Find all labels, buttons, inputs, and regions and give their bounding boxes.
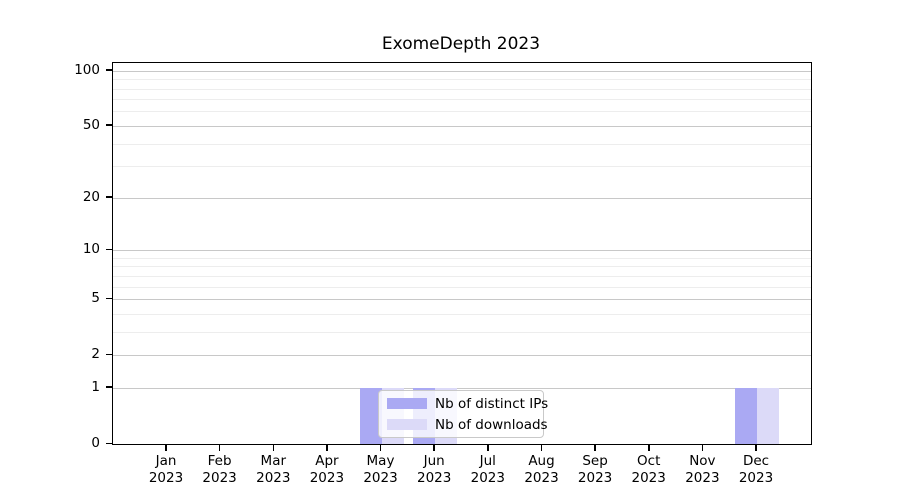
gridline-major [113, 355, 811, 357]
y-tick-label: 0 [91, 435, 100, 451]
y-tick-mark [106, 353, 112, 356]
gridline-minor [113, 275, 811, 277]
y-tick-label: 10 [82, 241, 100, 257]
bar-may-distinct-ips [359, 387, 382, 444]
gridline-minor [113, 88, 811, 90]
x-tick-label-jun: Jun 2023 [417, 453, 452, 486]
x-tick-mark [165, 444, 167, 451]
gridline-major [113, 250, 811, 251]
x-tick-mark [648, 444, 650, 451]
x-tick-label-may: May 2023 [363, 453, 398, 486]
y-tick-label: 5 [91, 290, 100, 306]
y-tick-label: 2 [91, 346, 100, 363]
legend-label-distinct-ips: Nb of distinct IPs [435, 395, 549, 412]
bar-dec-distinct-ips [735, 387, 757, 444]
x-tick-label-jan: Jan 2023 [148, 453, 184, 486]
x-tick-mark [326, 444, 328, 451]
x-tick-label-aug: Aug 2023 [524, 453, 559, 486]
x-tick-mark [701, 444, 704, 451]
y-tick-mark [106, 297, 112, 299]
x-tick-label-dec: Dec 2023 [738, 453, 774, 486]
y-tick-mark [106, 196, 112, 198]
x-tick-mark [379, 444, 382, 451]
gridline-minor [113, 286, 811, 288]
y-tick-label: 100 [74, 61, 100, 78]
x-tick-mark [594, 444, 596, 451]
y-tick-label: 1 [91, 378, 100, 395]
x-tick-label-mar: Mar 2023 [256, 453, 291, 486]
gridline-minor [113, 166, 811, 168]
x-tick-mark [433, 444, 435, 451]
gridline-major [113, 70, 811, 72]
gridline-minor [113, 331, 811, 333]
gridline-minor [113, 257, 811, 259]
x-tick-label-apr: Apr 2023 [309, 453, 345, 486]
chart-title: ExomeDepth 2023 [381, 34, 541, 54]
legend-swatch-downloads [387, 419, 427, 430]
x-tick-label-feb: Feb 2023 [202, 453, 237, 486]
legend-label-downloads: Nb of downloads [435, 416, 548, 433]
legend-swatch-distinct-ips [387, 398, 427, 409]
gridline-major [113, 299, 811, 300]
x-tick-label-oct: Oct 2023 [631, 453, 666, 486]
gridline-minor [113, 143, 811, 145]
x-tick-label-nov: Nov 2023 [685, 453, 720, 486]
y-tick-mark [106, 124, 112, 126]
legend-item-distinct-ips: Nb of distinct IPs [387, 396, 548, 412]
gridline-minor [113, 313, 811, 315]
gridline-major [113, 125, 811, 127]
x-tick-mark [487, 444, 489, 451]
bar-dec-downloads [757, 387, 779, 444]
gridline-minor [113, 99, 811, 101]
legend-item-downloads: Nb of downloads [387, 417, 548, 433]
y-tick-mark [106, 248, 112, 250]
legend: Nb of distinct IPs Nb of downloads [378, 390, 548, 438]
x-tick-mark [218, 444, 221, 451]
y-tick-mark [106, 386, 112, 388]
gridline-major [113, 197, 811, 199]
x-tick-label-sep: Sep 2023 [577, 453, 613, 486]
gridline-major [113, 387, 811, 389]
x-tick-mark [272, 444, 274, 451]
y-tick-label: 20 [82, 188, 100, 205]
x-tick-label-jul: Jul 2023 [470, 453, 505, 486]
y-tick-label: 50 [82, 116, 100, 133]
gridline-minor [113, 266, 811, 268]
x-tick-mark [755, 444, 757, 451]
plot-area: Nb of distinct IPs Nb of downloads [112, 62, 812, 445]
y-tick-mark [106, 442, 112, 444]
gridline-minor [113, 79, 811, 81]
y-tick-mark [106, 69, 112, 71]
x-tick-mark [540, 444, 543, 451]
gridline-minor [113, 111, 811, 113]
